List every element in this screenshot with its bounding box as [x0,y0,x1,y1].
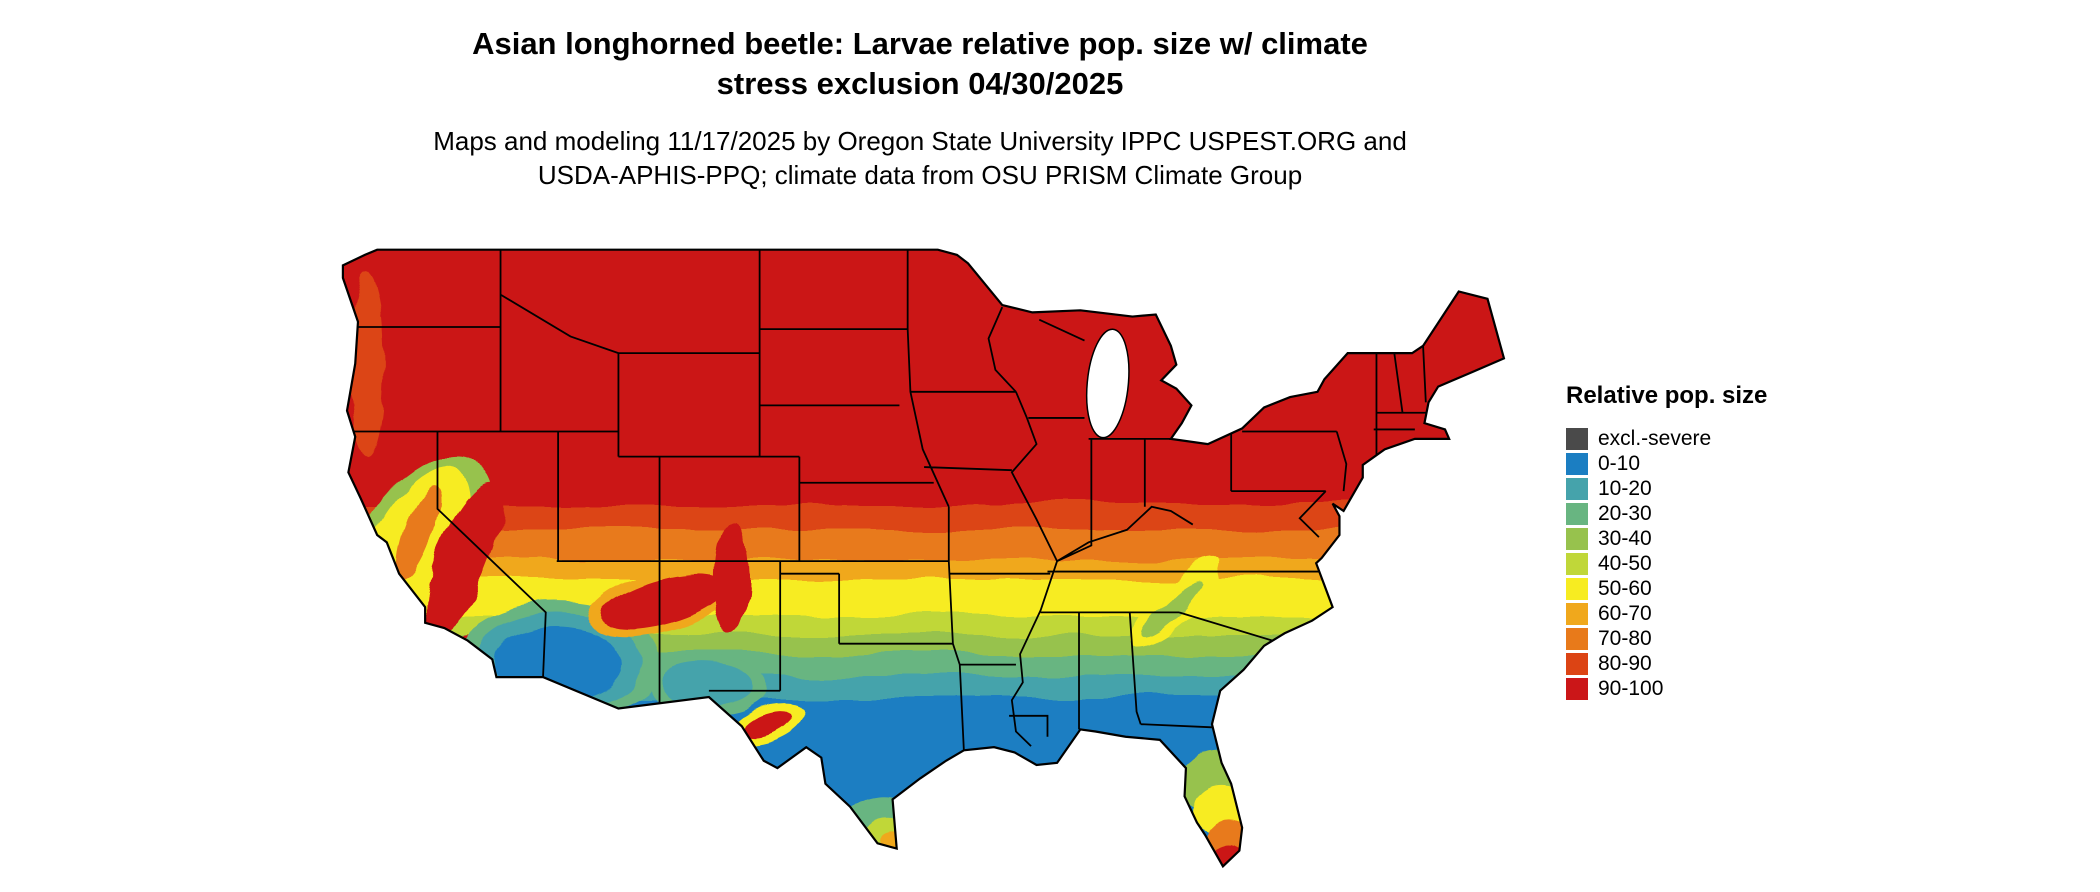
map-title: Asian longhorned beetle: Larvae relative… [0,24,1840,104]
legend-swatch [1566,452,1588,475]
legend-row: 70-80 [1566,626,1767,651]
legend-swatch [1566,502,1588,525]
legend-row: 30-40 [1566,526,1767,551]
legend-swatch [1566,677,1588,700]
legend-row: 60-70 [1566,601,1767,626]
legend-row: 50-60 [1566,576,1767,601]
legend-row: 80-90 [1566,651,1767,676]
legend-label: 40-50 [1598,551,1652,575]
legend-label: 60-70 [1598,601,1652,625]
legend-label: excl.-severe [1598,426,1712,450]
legend-row: 20-30 [1566,501,1767,526]
map-subtitle: Maps and modeling 11/17/2025 by Oregon S… [0,124,1840,192]
us-map [310,234,1530,882]
legend-label: 80-90 [1598,651,1652,675]
state-borders [350,250,1429,751]
legend-label: 90-100 [1598,676,1664,700]
legend-label: 50-60 [1598,576,1652,600]
map-title-line1: Asian longhorned beetle: Larvae relative… [472,26,1368,61]
us-map-svg [310,234,1530,882]
legend-row: 90-100 [1566,676,1767,701]
legend-swatch [1566,477,1588,500]
legend-label: 0-10 [1598,451,1641,475]
legend-row: 10-20 [1566,476,1767,501]
legend-swatch [1566,652,1588,675]
legend-title: Relative pop. size [1566,382,1768,409]
legend-swatch [1566,627,1588,650]
legend-row: excl.-severe [1566,426,1767,451]
legend-swatch [1566,602,1588,625]
legend: Relative pop. size excl.-severe 0-10 10-… [1566,382,1767,701]
map-header: Asian longhorned beetle: Larvae relative… [0,24,1840,192]
raster-bands [342,249,1504,867]
legend-row: 40-50 [1566,551,1767,576]
legend-swatch [1566,527,1588,550]
legend-label: 10-20 [1598,476,1652,500]
map-fill-layer [342,249,1504,867]
legend-swatch [1566,427,1588,450]
map-subtitle-line2: USDA-APHIS-PPQ; climate data from OSU PR… [537,160,1303,190]
legend-swatch [1566,552,1588,575]
us-outline [343,250,1504,867]
map-title-line2: stress exclusion 04/30/2025 [716,66,1124,101]
legend-label: 20-30 [1598,501,1652,525]
lake-michigan [1082,328,1133,439]
legend-swatch [1566,577,1588,600]
map-subtitle-line1: Maps and modeling 11/17/2025 by Oregon S… [433,126,1407,156]
legend-label: 30-40 [1598,526,1652,550]
legend-row: 0-10 [1566,451,1767,476]
legend-label: 70-80 [1598,626,1652,650]
